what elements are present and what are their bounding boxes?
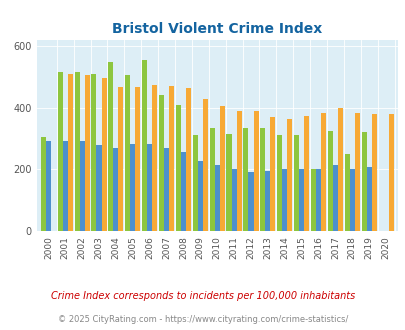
Bar — [175, 105, 181, 231]
Bar — [130, 144, 135, 231]
Bar — [265, 171, 270, 231]
Bar — [85, 75, 90, 231]
Bar — [40, 137, 46, 231]
Bar — [366, 167, 371, 231]
Bar — [214, 165, 219, 231]
Bar — [361, 132, 366, 231]
Bar — [293, 135, 298, 231]
Text: © 2025 CityRating.com - https://www.cityrating.com/crime-statistics/: © 2025 CityRating.com - https://www.city… — [58, 315, 347, 324]
Bar — [75, 72, 79, 231]
Bar — [168, 86, 174, 231]
Bar — [226, 134, 231, 231]
Bar — [108, 62, 113, 231]
Bar — [219, 106, 224, 231]
Bar — [388, 114, 393, 231]
Bar — [354, 113, 359, 231]
Bar — [46, 141, 51, 231]
Bar — [344, 154, 349, 231]
Bar — [197, 161, 202, 231]
Bar — [320, 113, 325, 231]
Bar — [135, 86, 140, 231]
Bar — [192, 135, 197, 231]
Bar — [248, 172, 253, 231]
Bar — [113, 148, 118, 231]
Bar — [142, 60, 147, 231]
Title: Bristol Violent Crime Index: Bristol Violent Crime Index — [112, 22, 322, 36]
Bar — [164, 148, 168, 231]
Bar — [68, 75, 72, 231]
Bar — [332, 165, 337, 231]
Bar — [181, 152, 185, 231]
Bar — [152, 85, 157, 231]
Bar — [202, 99, 207, 231]
Bar — [125, 75, 130, 231]
Bar — [277, 135, 281, 231]
Bar — [298, 169, 303, 231]
Bar — [243, 128, 248, 231]
Bar — [327, 131, 332, 231]
Bar — [147, 144, 152, 231]
Bar — [159, 95, 164, 231]
Bar — [96, 145, 101, 231]
Bar — [287, 119, 292, 231]
Bar — [337, 108, 342, 231]
Bar — [303, 116, 309, 231]
Bar — [371, 114, 376, 231]
Bar — [101, 78, 107, 231]
Bar — [62, 141, 68, 231]
Bar — [315, 169, 320, 231]
Bar — [79, 141, 85, 231]
Bar — [310, 169, 315, 231]
Bar — [260, 128, 265, 231]
Bar — [231, 169, 236, 231]
Bar — [58, 72, 62, 231]
Bar — [253, 111, 258, 231]
Bar — [270, 117, 275, 231]
Bar — [281, 169, 287, 231]
Bar — [91, 74, 96, 231]
Bar — [349, 169, 354, 231]
Text: Crime Index corresponds to incidents per 100,000 inhabitants: Crime Index corresponds to incidents per… — [51, 291, 354, 301]
Bar — [209, 128, 214, 231]
Bar — [236, 111, 241, 231]
Bar — [118, 86, 123, 231]
Bar — [185, 88, 191, 231]
